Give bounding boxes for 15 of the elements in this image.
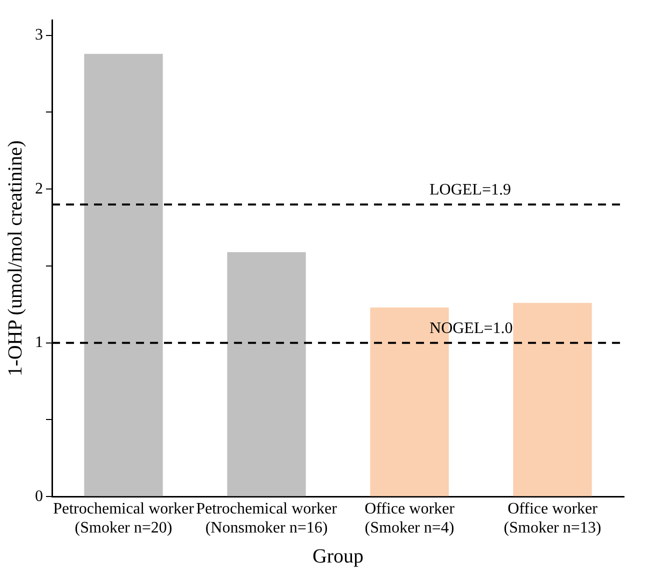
x-tick-label: Office worker (Smoker n=4) [364,500,456,537]
bar [227,252,306,496]
ref-line-label: LOGEL=1.9 [430,182,511,199]
x-axis-title: Group [312,545,364,568]
x-tick-label: Petrochemical worker (Nonsmoker n=16) [196,500,338,537]
y-tick-label: 2 [35,180,43,198]
y-axis-title: 1-OHP (umol/mol creatinine) [4,140,26,376]
x-tick-label: Office worker (Smoker n=13) [504,500,602,537]
y-tick-label: 3 [35,26,43,44]
ref-line-label: NOGEL=1.0 [430,320,513,338]
y-tick-label: 0 [35,488,43,505]
bar [513,302,592,496]
bar [84,54,163,496]
x-tick-label: Petrochemical worker (Smoker n=20) [53,500,195,537]
y-tick-label: 1 [35,334,43,352]
